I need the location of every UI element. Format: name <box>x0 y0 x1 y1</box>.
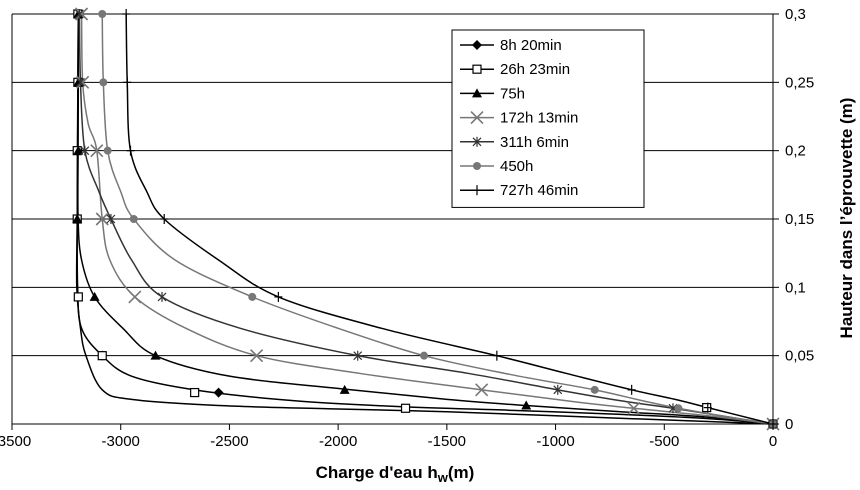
x-tick-label-7: 0 <box>769 433 777 450</box>
series-5-point-1 <box>99 78 108 87</box>
series-5-point-3 <box>129 215 138 223</box>
series-3-point-2 <box>90 144 104 158</box>
series-2-point-3 <box>72 214 83 223</box>
x-tick-label-4: -1500 <box>428 433 466 450</box>
x-axis-title: Charge d'eau hw(m) <box>316 463 475 485</box>
x-tick-label-2: -2500 <box>210 433 248 450</box>
series-markers <box>72 7 780 431</box>
series-1-point-4 <box>73 292 83 302</box>
series-1-point-5 <box>97 351 107 361</box>
y-tick-label-5: 0,25 <box>785 74 814 91</box>
x-tick-label-3: -2000 <box>319 433 357 450</box>
series-5-point-2 <box>103 146 112 155</box>
series-6-point-6 <box>627 384 636 395</box>
series-4-point-2 <box>80 145 90 156</box>
series-2-point-2 <box>73 145 84 155</box>
series-2-point-7 <box>521 400 532 410</box>
grid-lines <box>12 13 773 357</box>
x-tick-label-0: -3500 <box>0 433 31 450</box>
series-5-point-4 <box>248 292 257 301</box>
y-tick-label-1: 0,05 <box>785 348 814 365</box>
series-6-point-0 <box>122 9 131 19</box>
legend-entry-4: 311h 6min <box>460 134 569 151</box>
x-axis-title-main: Charge d'eau h <box>316 463 438 482</box>
legend-marker-5 <box>473 162 481 170</box>
y-tick-label-0: 0 <box>785 416 793 433</box>
series-3-point-1 <box>76 75 90 89</box>
legend-entry-0: 8h 20min <box>460 37 562 54</box>
series-line-4 <box>78 13 774 425</box>
series-4-point-4 <box>157 291 167 302</box>
legend-box <box>451 29 645 208</box>
series-line-5 <box>101 13 774 425</box>
legend: 8h 20min 26h 23min 75h 172h 13min 311h 6min 4… <box>451 29 645 208</box>
series-3-point-0 <box>75 7 89 21</box>
legend-label-1: 26h 23min <box>500 61 570 78</box>
series-4-point-0 <box>74 9 84 19</box>
y-tick-label-3: 0,15 <box>785 211 814 228</box>
series-3-point-6 <box>475 383 489 397</box>
legend-entry-2: 75h <box>460 85 525 102</box>
series-line-3 <box>80 13 774 425</box>
legend-marker-2 <box>472 88 482 98</box>
series-3-point-3 <box>95 212 109 226</box>
legend-label-5: 450h <box>500 158 533 175</box>
legend-entry-1: 26h 23min <box>460 61 570 78</box>
legend-marker-0 <box>472 40 482 50</box>
x-tick-label-6: -500 <box>649 433 679 450</box>
series-5-point-7 <box>674 404 683 413</box>
series-5-point-5 <box>420 351 429 360</box>
series-6-point-7 <box>703 402 712 413</box>
series-4-point-3 <box>106 214 116 224</box>
y-tick-label-2: 0,1 <box>785 279 806 296</box>
x-tick-label-1: -3000 <box>102 433 140 450</box>
series-2-point-5 <box>150 350 161 360</box>
series-0-point-5 <box>213 387 224 398</box>
y-tick-label-6: 0,3 <box>785 6 806 23</box>
series-line-6 <box>125 13 774 425</box>
series-6-point-3 <box>160 214 169 224</box>
series-5-point-0 <box>98 10 107 18</box>
legend-entry-6: 727h 46min <box>460 182 578 199</box>
legend-label-6: 727h 46min <box>500 182 578 199</box>
series-1-point-7 <box>400 403 411 413</box>
legend-marker-3 <box>470 111 484 125</box>
legend-marker-1 <box>472 64 482 74</box>
legend-label-0: 8h 20min <box>500 37 562 54</box>
x-axis-title-units: (m) <box>448 463 474 482</box>
x-tick-label-5: -1000 <box>536 433 574 450</box>
legend-label-3: 172h 13min <box>500 110 578 127</box>
legend-marker-4 <box>472 136 482 147</box>
series-3-point-7 <box>627 401 641 415</box>
series-3-point-4 <box>128 290 142 304</box>
series-1-point-6 <box>190 387 200 398</box>
y-tick-labels: 0 0,05 0,1 0,15 0,2 0,25 0,3 <box>773 6 814 433</box>
x-axis-title-subscript: w <box>437 470 449 485</box>
legend-label-4: 311h 6min <box>500 134 569 151</box>
series-6-point-4 <box>274 291 283 302</box>
series-lines <box>75 13 774 425</box>
series-4-point-6 <box>553 384 563 395</box>
legend-entry-3: 172h 13min <box>460 110 578 127</box>
legend-entry-5: 450h <box>460 158 533 175</box>
legend-label-2: 75h <box>500 85 525 102</box>
legend-marker-6 <box>473 185 481 196</box>
y-axis-title: Hauteur dans l’éprouvette (m) <box>837 98 856 339</box>
series-2-point-6 <box>339 384 350 394</box>
series-3-point-5 <box>250 349 264 363</box>
series-2-point-4 <box>89 291 100 301</box>
y-tick-label-4: 0,2 <box>785 143 806 160</box>
series-6-point-5 <box>492 350 501 361</box>
x-tick-labels: -3500 -3000 -2500 -2000 -1500 -1000 -500 0 <box>0 424 777 450</box>
series-6-point-2 <box>126 145 135 156</box>
series-4-point-5 <box>353 350 363 361</box>
series-line-2 <box>77 13 774 425</box>
series-4-point-1 <box>76 77 85 88</box>
series-6-point-1 <box>123 77 132 88</box>
series-5-point-6 <box>590 385 599 394</box>
